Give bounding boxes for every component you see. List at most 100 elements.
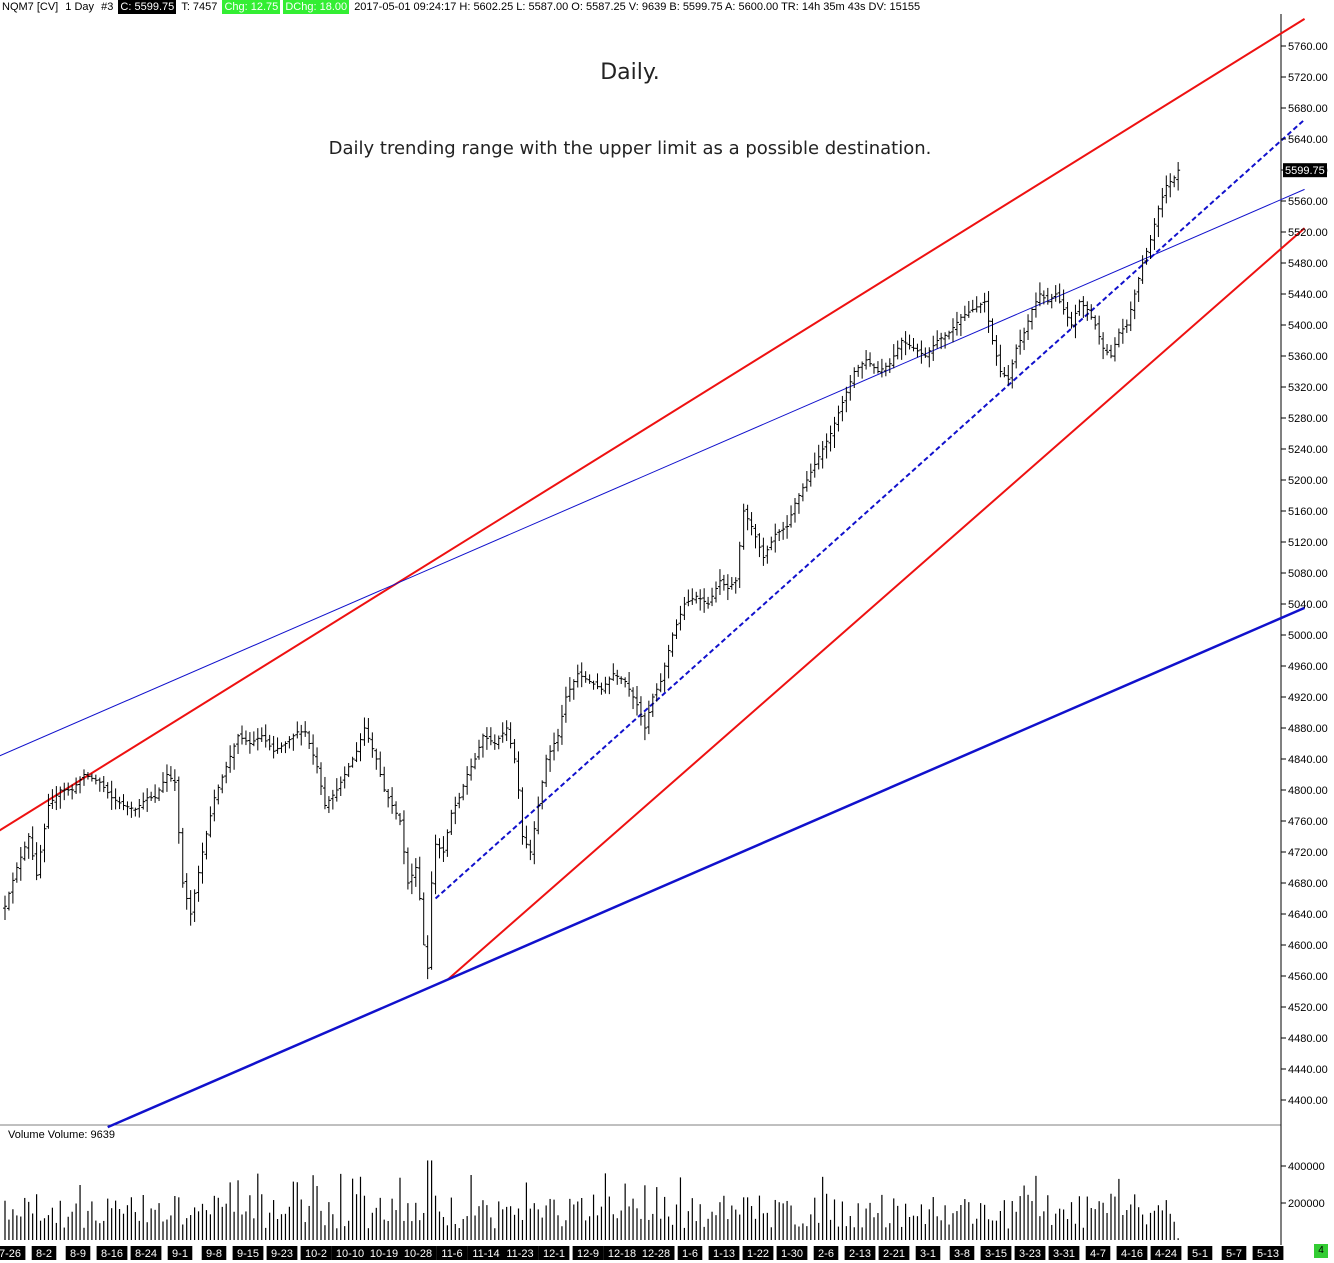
daily-change-value: DChg: 18.00 bbox=[283, 0, 350, 14]
price-tick-label: 4520.00 bbox=[1288, 1002, 1328, 1014]
price-bar bbox=[836, 405, 841, 432]
price-tick-label: 4960.00 bbox=[1288, 661, 1328, 673]
date-label-box bbox=[0, 1246, 26, 1260]
price-bar bbox=[710, 587, 715, 607]
price-bar bbox=[378, 751, 383, 777]
volume-tick-label: 200000 bbox=[1288, 1198, 1325, 1210]
price-bar bbox=[38, 844, 43, 879]
price-bar bbox=[1128, 301, 1133, 332]
date-label: 1-6 bbox=[682, 1248, 698, 1260]
date-label-box bbox=[436, 1246, 468, 1260]
price-bar bbox=[1109, 344, 1113, 359]
last-price-marker bbox=[1283, 163, 1327, 178]
quote-details: 2017-05-01 09:24:17 H: 5602.25 L: 5587.0… bbox=[354, 1, 921, 13]
price-bar bbox=[188, 890, 193, 926]
price-bar bbox=[761, 537, 766, 566]
date-label: 3-8 bbox=[954, 1248, 970, 1260]
price-bar bbox=[453, 796, 458, 825]
price-bar bbox=[413, 858, 418, 887]
price-bar bbox=[793, 498, 797, 523]
price-bar bbox=[879, 358, 884, 378]
thin-trendline bbox=[0, 188, 1305, 757]
price-bar bbox=[532, 821, 537, 865]
price-bar bbox=[895, 340, 900, 360]
price-bar bbox=[559, 704, 564, 745]
price-bar bbox=[789, 505, 794, 528]
price-bar bbox=[1006, 365, 1011, 386]
date-label: 4-24 bbox=[1155, 1248, 1177, 1260]
price-bar bbox=[1081, 296, 1086, 318]
price-bar bbox=[915, 343, 920, 358]
price-bar bbox=[295, 721, 300, 739]
price-bar bbox=[251, 731, 256, 747]
date-label-box bbox=[65, 1246, 91, 1260]
price-tick-label: 5320.00 bbox=[1288, 382, 1328, 394]
symbol-label[interactable]: NQM7 [CV] bbox=[2, 1, 59, 13]
date-label-box bbox=[167, 1246, 193, 1260]
volume-tick-label: 400000 bbox=[1288, 1161, 1325, 1173]
price-bar bbox=[172, 769, 177, 792]
price-bar bbox=[58, 786, 63, 809]
price-tick-label: 5080.00 bbox=[1288, 568, 1328, 580]
date-label-box bbox=[603, 1246, 641, 1260]
date-label: 11-6 bbox=[441, 1248, 462, 1260]
price-bar bbox=[844, 386, 849, 413]
price-bar bbox=[1101, 332, 1106, 360]
date-label: 7-26 bbox=[0, 1248, 21, 1260]
date-label: 5-13 bbox=[1257, 1248, 1279, 1260]
price-bar bbox=[161, 772, 165, 793]
price-bar bbox=[891, 344, 896, 369]
date-label-box bbox=[844, 1246, 876, 1260]
price-bar bbox=[935, 330, 940, 349]
date-label: 4-16 bbox=[1121, 1248, 1143, 1260]
date-label-box bbox=[949, 1246, 975, 1260]
price-tick-label: 4400.00 bbox=[1288, 1095, 1328, 1107]
price-bar bbox=[184, 873, 189, 910]
price-bar bbox=[528, 839, 533, 861]
price-bar bbox=[508, 722, 513, 749]
price-bar bbox=[176, 776, 181, 844]
price-bar bbox=[883, 362, 888, 377]
price-bar bbox=[1140, 255, 1145, 284]
price-bar bbox=[1041, 290, 1046, 305]
price-bar bbox=[717, 569, 722, 595]
price-bar bbox=[638, 696, 643, 726]
price-bar bbox=[319, 762, 323, 796]
date-label-box bbox=[677, 1246, 703, 1260]
price-bar bbox=[575, 664, 580, 688]
price-bar bbox=[46, 793, 51, 829]
price-bar bbox=[366, 718, 371, 743]
price-bar bbox=[650, 693, 655, 717]
price-tick-label: 4640.00 bbox=[1288, 909, 1328, 921]
price-bar bbox=[777, 529, 782, 542]
price-bar bbox=[567, 677, 572, 702]
price-bar bbox=[437, 838, 442, 859]
price-bar bbox=[1152, 218, 1157, 250]
date-label-box bbox=[1085, 1246, 1111, 1260]
price-bar bbox=[954, 311, 959, 336]
date-label: 5-7 bbox=[1226, 1248, 1242, 1260]
price-bar bbox=[117, 796, 122, 810]
price-bar bbox=[1132, 289, 1137, 320]
price-bar bbox=[101, 775, 106, 793]
price-bar bbox=[899, 337, 904, 360]
price-bar bbox=[180, 827, 185, 888]
price-bar bbox=[97, 777, 102, 792]
price-bar bbox=[1069, 311, 1074, 329]
interval-label[interactable]: 1 Day bbox=[65, 1, 95, 13]
price-bar bbox=[682, 596, 687, 621]
price-bar bbox=[903, 331, 908, 356]
price-tick-label: 4920.00 bbox=[1288, 692, 1328, 704]
price-tick-label: 5560.00 bbox=[1288, 196, 1328, 208]
price-bar bbox=[78, 776, 83, 794]
price-bar bbox=[974, 296, 979, 313]
price-bar bbox=[816, 444, 821, 470]
trendlines bbox=[0, 18, 1306, 1129]
price-bar bbox=[311, 734, 316, 765]
price-bar bbox=[646, 700, 651, 735]
price-bar bbox=[548, 745, 553, 772]
price-bar bbox=[962, 305, 967, 322]
price-bar bbox=[1065, 301, 1070, 327]
date-label: 5-1 bbox=[1192, 1248, 1208, 1260]
